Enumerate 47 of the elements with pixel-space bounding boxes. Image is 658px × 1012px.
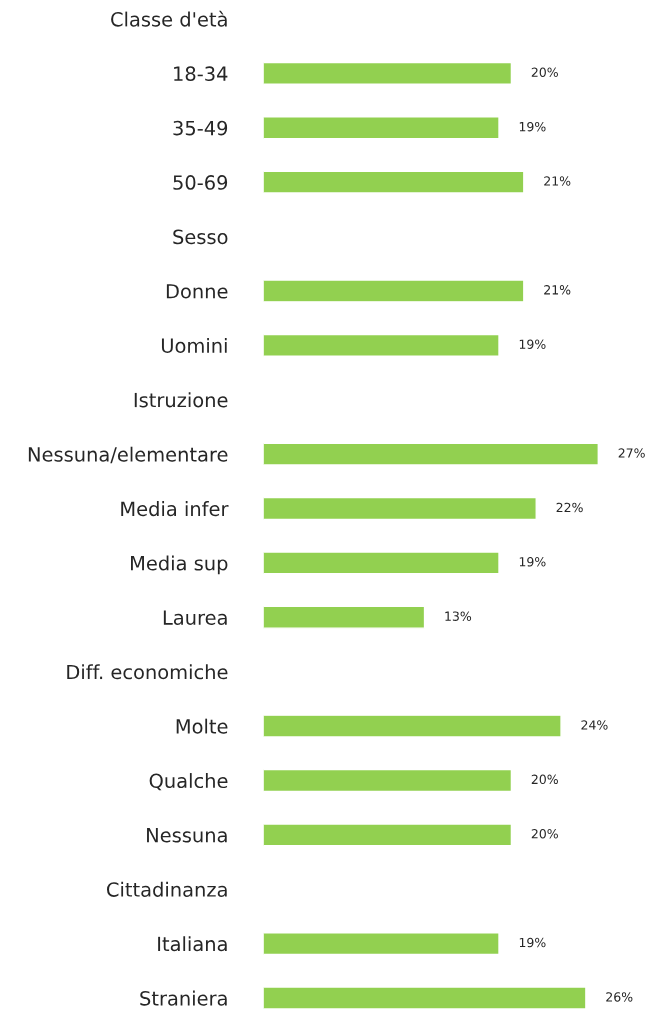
y-tick-label: 18-34 xyxy=(174,66,228,82)
bar xyxy=(263,333,500,357)
bar xyxy=(263,605,426,629)
data-label: 22% xyxy=(556,502,583,513)
y-tick-label: Media infer xyxy=(121,501,229,517)
data-label: 20% xyxy=(531,774,558,785)
bar xyxy=(263,551,500,575)
data-label: 20% xyxy=(531,67,558,78)
y-tick-label: 35-49 xyxy=(173,120,228,136)
y-tick-label: Qualche xyxy=(149,773,228,791)
bar xyxy=(263,823,513,847)
bar xyxy=(263,986,587,1010)
data-label: 19% xyxy=(519,557,546,567)
y-tick-label: Media sup xyxy=(131,555,228,575)
data-label: 19% xyxy=(519,937,546,948)
bar xyxy=(263,442,599,466)
data-label: 20% xyxy=(531,829,558,839)
y-tick-label: Laurea xyxy=(163,610,227,625)
y-tick-label: Uomini xyxy=(161,337,227,353)
bar xyxy=(263,496,537,521)
data-label: 19% xyxy=(519,339,546,349)
bar xyxy=(263,170,525,194)
data-label: 21% xyxy=(544,176,571,186)
y-tick-label: Nessuna xyxy=(147,828,227,843)
y-tick-label: Donne xyxy=(166,284,228,299)
data-label: 21% xyxy=(544,285,571,295)
bar xyxy=(263,279,525,303)
data-label: 24% xyxy=(581,720,608,730)
bar xyxy=(263,714,562,738)
data-label: 13% xyxy=(445,611,472,621)
data-label: 19% xyxy=(519,121,546,132)
y-tick-label: Nessuna/elementare xyxy=(28,446,228,464)
y-tick-label: Italiana xyxy=(158,936,227,952)
y-tick-label: Classe d'età xyxy=(111,10,227,27)
y-tick-label: Straniera xyxy=(140,990,227,1006)
bar xyxy=(263,932,500,956)
bar xyxy=(263,61,513,85)
y-tick-label: 50-69 xyxy=(173,175,228,190)
bar xyxy=(263,116,500,140)
data-label: 26% xyxy=(606,992,633,1002)
y-tick-label: Diff. economiche xyxy=(67,664,228,680)
y-tick-label: Istruzione xyxy=(134,392,228,408)
y-tick-label: Cittadinanza xyxy=(107,881,227,897)
data-label: 27% xyxy=(618,448,645,458)
y-tick-label: Sesso xyxy=(173,229,228,245)
y-tick-label: Molte xyxy=(176,718,228,734)
bar xyxy=(263,768,513,793)
